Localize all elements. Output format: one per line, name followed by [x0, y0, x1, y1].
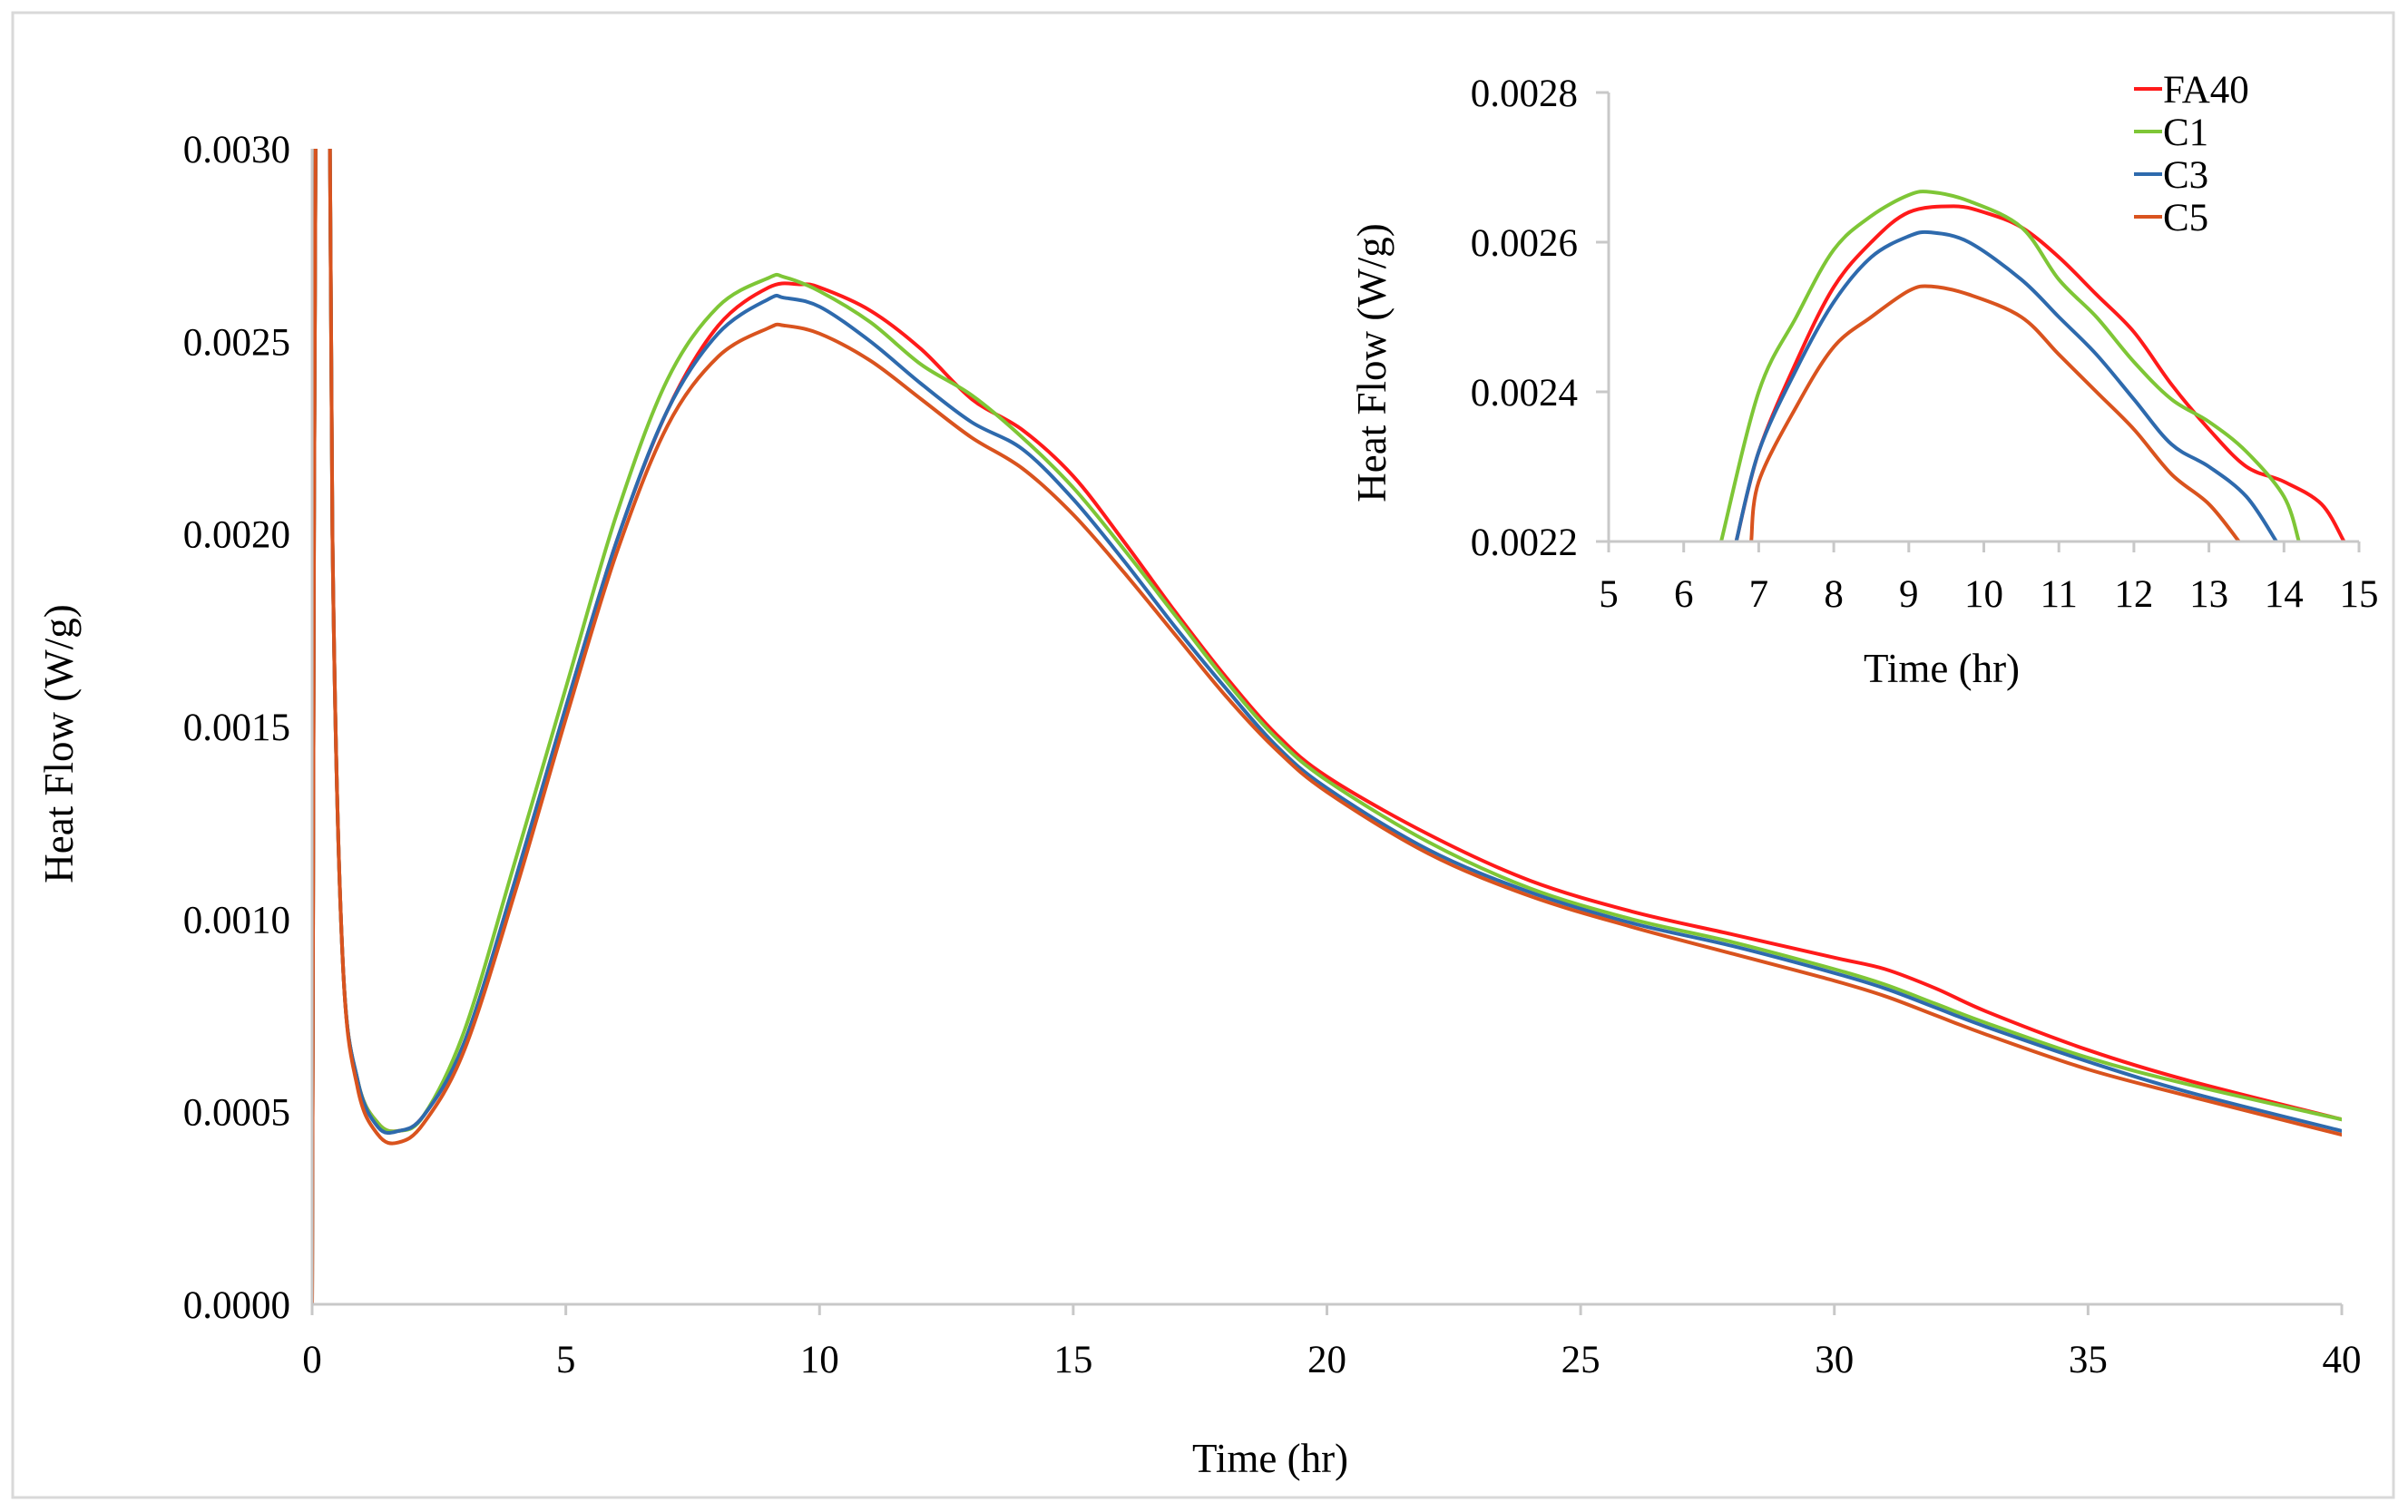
main-x-tick-label: 35	[2069, 1339, 2108, 1381]
inset-x-tick-label: 9	[1899, 573, 1919, 616]
main-y-tick-label: 0.0010	[183, 899, 290, 941]
main-x-tick-label: 10	[800, 1339, 839, 1381]
main-y-tick-label: 0.0025	[183, 321, 290, 364]
main-x-tick-label: 30	[1815, 1339, 1854, 1381]
main-x-tick-label: 20	[1307, 1339, 1346, 1381]
inset-background	[1314, 27, 2384, 695]
inset-series-line-c5	[1749, 284, 2241, 541]
inset-x-tick-label: 5	[1599, 573, 1619, 616]
main-y-tick-label: 0.0020	[183, 514, 290, 557]
main-y-tick-label: 0.0030	[183, 129, 290, 171]
main-x-tick-label: 5	[556, 1339, 576, 1381]
main-x-tick-label: 0	[302, 1339, 322, 1381]
inset-x-tick-label: 14	[2265, 573, 2304, 616]
main-series-line-c5	[312, 149, 2342, 1304]
legend-label-c5: C5	[2163, 197, 2208, 239]
inset-x-tick-label: 6	[1674, 573, 1694, 616]
main-y-axis-title: Heat Flow (W/g)	[36, 604, 82, 883]
inset-x-ticks: 5 6 7 8 9 10 11 12 13 14 15	[1599, 541, 2379, 616]
inset-series-lines	[1719, 190, 2346, 541]
legend-label-fa40: FA40	[2163, 69, 2249, 112]
inset-y-tick-label: 0.0024	[1471, 372, 1578, 415]
main-x-ticks: 0 5 10 15 20 25 30 35 40	[302, 1304, 2362, 1381]
inset-y-tick-label: 0.0028	[1471, 73, 1578, 115]
main-y-ticks: 0.0000 0.0005 0.0010 0.0015 0.0020 0.0025 0.00…	[183, 129, 290, 1327]
main-x-axis-title: Time (hr)	[1192, 1436, 1348, 1481]
legend-label-c3: C3	[2163, 154, 2208, 197]
inset-y-ticks: 0.0022 0.0024 0.0026 0.0028	[1471, 73, 1609, 564]
inset-chart: 0.0022 0.0024 0.0026 0.0028 5 6 7 8 9 10 11 12 13 14…	[1314, 27, 2384, 695]
inset-series-line-c3	[1734, 229, 2278, 541]
inset-x-tick-label: 15	[2340, 573, 2379, 616]
main-y-tick-label: 0.0000	[183, 1284, 290, 1327]
inset-x-axis-title: Time (hr)	[1864, 646, 2020, 691]
inset-y-tick-label: 0.0026	[1471, 222, 1578, 265]
inset-x-tick-label: 12	[2114, 573, 2153, 616]
main-y-tick-label: 0.0015	[183, 707, 290, 749]
inset-x-tick-label: 8	[1824, 573, 1844, 616]
main-chart: 0.0000 0.0005 0.0010 0.0015 0.0020 0.0025 0.00…	[36, 129, 2362, 1481]
inset-y-axis-title: Heat Flow (W/g)	[1349, 223, 1395, 502]
main-x-tick-label: 15	[1053, 1339, 1092, 1381]
main-x-tick-label: 25	[1561, 1339, 1600, 1381]
main-series-lines	[312, 149, 2342, 1304]
inset-y-tick-label: 0.0022	[1471, 522, 1578, 564]
legend-label-c1: C1	[2163, 112, 2208, 154]
inset-x-tick-label: 13	[2189, 573, 2228, 616]
inset-x-tick-label: 11	[2040, 573, 2077, 616]
main-y-tick-label: 0.0005	[183, 1092, 290, 1135]
inset-x-tick-label: 10	[1964, 573, 2003, 616]
main-x-tick-label: 40	[2323, 1339, 2362, 1381]
inset-series-line-c1	[1719, 190, 2301, 541]
inset-x-tick-label: 7	[1749, 573, 1769, 616]
